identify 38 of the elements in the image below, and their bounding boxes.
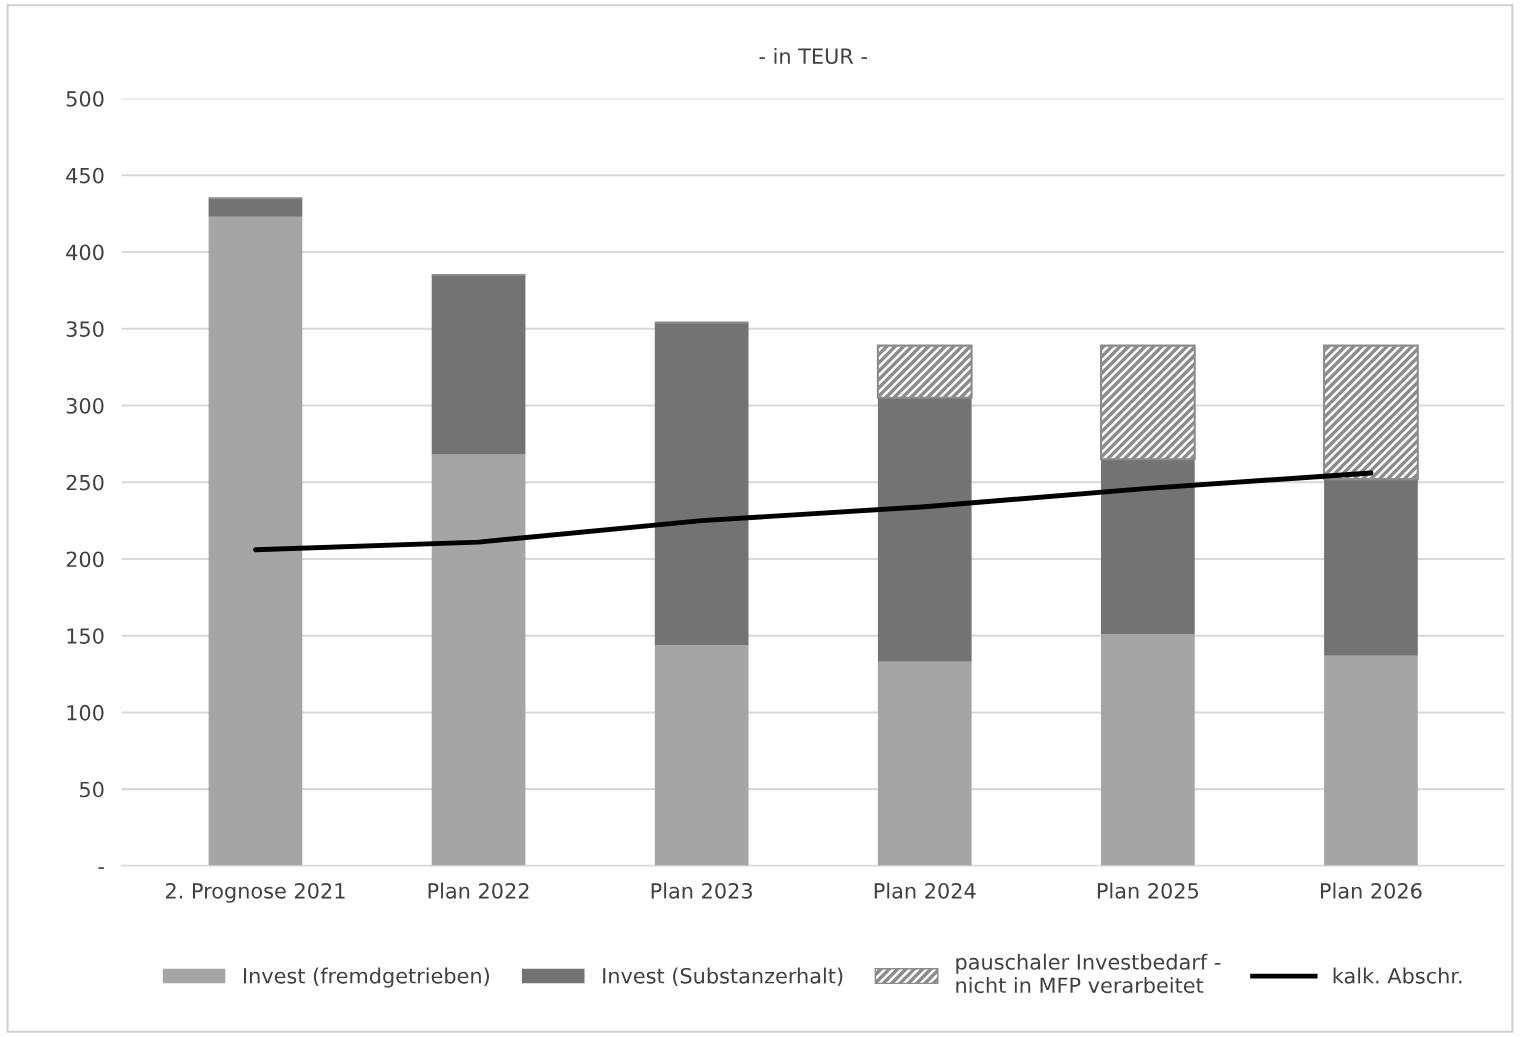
bar — [1324, 655, 1418, 866]
bar — [877, 397, 972, 662]
y-tick-label: 150 — [67, 628, 104, 644]
x-tick-label: Plan 2025 — [1097, 882, 1199, 899]
bar — [208, 216, 303, 866]
bar — [1324, 479, 1418, 656]
bar — [431, 454, 526, 866]
y-tick-label: - — [98, 867, 104, 869]
bar — [1323, 344, 1419, 481]
line-series — [253, 470, 1374, 553]
y-tick-label: 400 — [66, 244, 104, 261]
legend-label: Invest (Substanzerhalt) — [603, 967, 843, 987]
x-tick-label: Plan 2026 — [1321, 882, 1422, 899]
x-tick-label: Plan 2023 — [651, 882, 752, 899]
y-tick-label: 250 — [66, 474, 104, 491]
bar — [431, 275, 526, 455]
y-tick-label: 200 — [66, 551, 104, 568]
x-tick-label: Plan 2024 — [874, 882, 976, 899]
y-tick-label: 500 — [66, 90, 104, 107]
y-tick-label: 50 — [80, 781, 104, 798]
bar — [1100, 459, 1195, 635]
legend-label: kalk. Abschr. — [1333, 967, 1462, 984]
y-tick-label: 100 — [67, 704, 104, 721]
legend-label: pauschaler Investbedarf - nicht in MFP verarbeitet — [956, 953, 1221, 994]
bar — [1099, 344, 1196, 461]
bar — [654, 322, 749, 645]
x-tick-label: Plan 2022 — [428, 882, 529, 899]
y-tick-label: 450 — [66, 167, 104, 184]
y-tick-label: 350 — [66, 321, 104, 337]
y-tick-label: 300 — [66, 397, 104, 414]
chart-title: - in TEUR - — [759, 47, 867, 65]
bar — [876, 344, 973, 399]
legend-label: Invest (fremdgetrieben) — [244, 967, 489, 988]
bar — [1100, 634, 1195, 866]
bar — [654, 644, 749, 866]
x-tick-label: 2. Prognose 2021 — [165, 882, 345, 903]
bar — [877, 661, 972, 866]
bar — [208, 198, 303, 217]
